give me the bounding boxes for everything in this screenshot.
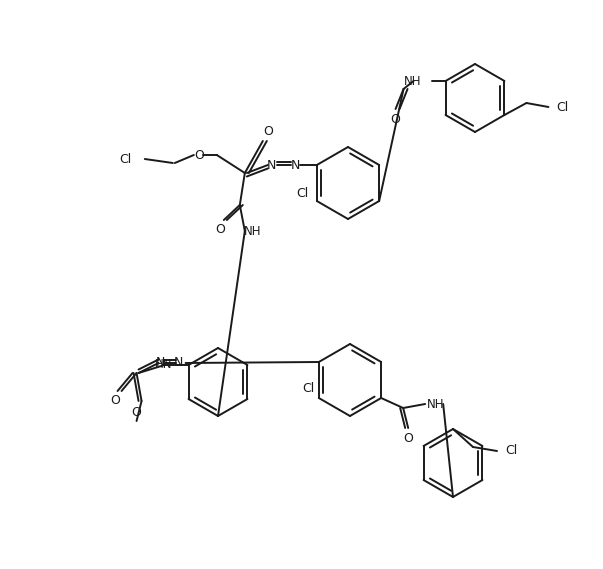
Text: O: O	[215, 222, 225, 236]
Text: Cl: Cl	[303, 381, 315, 394]
Text: NH: NH	[404, 75, 421, 88]
Text: Cl: Cl	[297, 187, 309, 200]
Text: O: O	[391, 113, 400, 126]
Text: N: N	[174, 357, 183, 369]
Text: NH: NH	[244, 225, 262, 237]
Text: N: N	[291, 159, 300, 171]
Text: O: O	[131, 406, 142, 419]
Text: N: N	[156, 357, 165, 369]
Text: Cl: Cl	[119, 152, 132, 166]
Text: N: N	[267, 159, 277, 171]
Text: O: O	[110, 394, 121, 407]
Text: O: O	[403, 431, 413, 444]
Text: NH: NH	[426, 398, 444, 410]
Text: O: O	[194, 149, 204, 162]
Text: HN: HN	[155, 358, 172, 372]
Text: Cl: Cl	[557, 101, 569, 113]
Text: O: O	[263, 125, 273, 138]
Text: Cl: Cl	[505, 444, 517, 457]
